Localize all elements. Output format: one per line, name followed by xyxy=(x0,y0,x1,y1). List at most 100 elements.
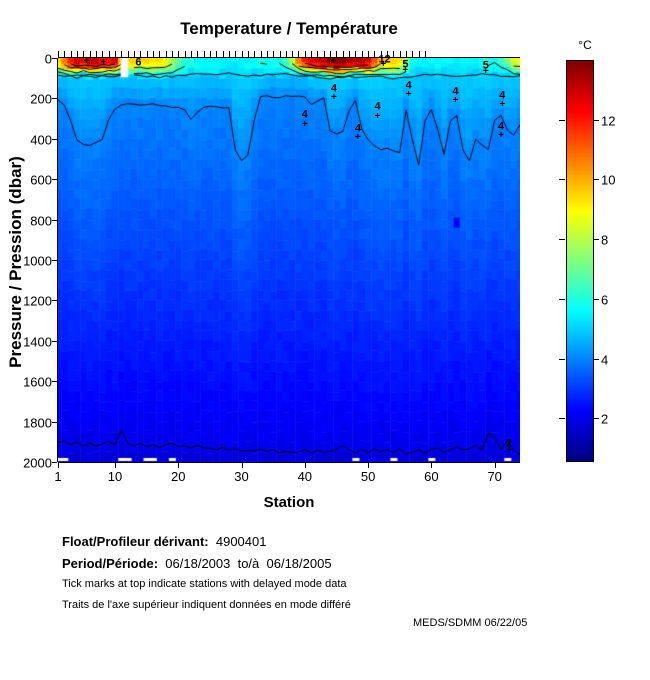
delayed-mode-tick xyxy=(64,51,66,57)
delayed-mode-tick xyxy=(273,51,275,57)
delayed-mode-tick xyxy=(165,51,167,57)
x-axis-tick xyxy=(58,463,59,468)
contour-anchor-plus: + xyxy=(374,110,381,122)
credit-stamp: MEDS/SDMM 06/22/05 xyxy=(413,617,528,629)
top-axis-line xyxy=(58,57,520,58)
y-axis-tick xyxy=(52,462,57,463)
y-axis-tick xyxy=(52,98,57,100)
colorbar-tick-label: 2 xyxy=(601,411,609,427)
contour-label-6: 6 xyxy=(135,56,142,69)
colorbar-tick-left xyxy=(559,358,565,360)
delayed-mode-tick xyxy=(108,51,110,57)
contour-anchor-plus: + xyxy=(330,55,337,67)
period-line: Period/Période: 06/18/2003 to/à 06/18/20… xyxy=(62,556,332,571)
contour-label-4: 4 xyxy=(452,85,459,98)
delayed-mode-tick xyxy=(159,51,161,57)
y-axis-line xyxy=(57,58,58,462)
delayed-mode-tick xyxy=(216,51,218,57)
delayed-mode-tick xyxy=(89,51,91,57)
y-axis-tick xyxy=(52,58,57,59)
contour-anchor-plus: + xyxy=(301,118,308,130)
delayed-mode-tick xyxy=(374,51,376,57)
y-axis-tick xyxy=(52,340,57,342)
delayed-mode-tick xyxy=(247,51,249,57)
chart-title: Temperature / Température xyxy=(180,19,398,38)
contour-label-4: 4 xyxy=(499,89,506,102)
delayed-mode-tick xyxy=(70,51,72,57)
y-axis-tick-label: 2000 xyxy=(23,455,52,471)
delayed-mode-tick xyxy=(146,51,148,57)
delayed-mode-tick xyxy=(298,51,300,57)
delayed-mode-tick xyxy=(336,51,338,57)
y-axis-tick-label: 400 xyxy=(30,132,52,148)
contour-anchor-plus: + xyxy=(331,92,337,104)
contour-label-4: 4 xyxy=(330,82,337,95)
y-axis-tick xyxy=(52,219,57,221)
x-axis-tick xyxy=(114,463,116,468)
delayed-mode-tick xyxy=(58,51,59,57)
note-french: Traits de l'axe supérieur indiquent donn… xyxy=(62,599,351,611)
y-axis-tick-label: 0 xyxy=(44,51,52,67)
colorbar-tick-label: 8 xyxy=(601,232,609,248)
delayed-mode-tick xyxy=(387,51,389,57)
period-value: 06/18/2003 to/à 06/18/2005 xyxy=(158,556,332,571)
contour-label-2: 2 xyxy=(506,437,513,450)
note-english: Tick marks at top indicate stations with… xyxy=(62,578,347,590)
colorbar-tick-left xyxy=(559,418,565,420)
delayed-mode-tick xyxy=(152,51,154,57)
colorbar-tick-right xyxy=(593,418,599,420)
heatmap-canvas xyxy=(58,58,520,462)
x-axis-tick xyxy=(368,463,370,468)
delayed-mode-tick xyxy=(254,51,256,57)
delayed-mode-tick xyxy=(330,51,332,57)
x-axis-tick xyxy=(431,463,433,468)
delayed-mode-tick xyxy=(311,51,313,57)
delayed-mode-tick xyxy=(241,51,243,57)
delayed-mode-tick xyxy=(260,51,262,57)
contour-anchor-plus: + xyxy=(506,444,513,456)
colorbar-tick-label: 12 xyxy=(601,113,616,129)
colorbar-tick-left xyxy=(559,239,565,241)
colorbar-tick-left xyxy=(559,119,565,121)
delayed-mode-tick xyxy=(235,51,237,57)
y-axis-tick-label: 800 xyxy=(30,213,52,229)
delayed-mode-tick xyxy=(121,51,123,57)
colorbar-tick-left xyxy=(559,179,565,181)
colorbar-tick-label: 4 xyxy=(601,352,609,367)
colorbar-tick-left xyxy=(559,298,565,300)
float-id-line: Float/Profileur dérivant: 4900401 xyxy=(62,534,266,549)
delayed-mode-tick xyxy=(266,51,268,57)
delayed-mode-tick xyxy=(190,51,192,57)
colorbar-tick-right xyxy=(593,298,599,300)
delayed-mode-tick xyxy=(317,51,319,57)
contour-anchor-plus: + xyxy=(405,89,412,101)
contour-anchor-plus: + xyxy=(482,66,489,78)
delayed-mode-tick xyxy=(355,51,357,57)
y-axis-tick-label: 1000 xyxy=(23,253,52,269)
delayed-mode-tick xyxy=(222,51,224,57)
delayed-mode-tick xyxy=(304,51,306,57)
x-axis-tick-label: 10 xyxy=(107,469,123,484)
float-id-value: 4900401 xyxy=(208,534,267,549)
y-axis-tick-label: 1600 xyxy=(23,374,52,390)
delayed-mode-tick xyxy=(342,51,344,57)
float-id-label: Float/Profileur dérivant: xyxy=(62,534,209,549)
contour-anchor-plus: + xyxy=(402,65,409,77)
colorbar-tick-right xyxy=(593,239,599,241)
y-axis-tick xyxy=(52,260,57,261)
contour-anchor-plus: + xyxy=(83,56,90,68)
y-axis-tick-label: 200 xyxy=(30,91,52,107)
colorbar-tick-right xyxy=(593,179,599,181)
contour-label-4: 4 xyxy=(301,108,308,121)
contour-anchor-plus: + xyxy=(100,57,107,69)
delayed-mode-tick xyxy=(95,51,97,57)
delayed-mode-tick xyxy=(76,51,78,57)
delayed-mode-tick xyxy=(285,51,287,57)
delayed-mode-tick xyxy=(140,51,142,57)
contour-anchor-plus: + xyxy=(452,95,459,107)
delayed-mode-tick xyxy=(209,51,211,57)
delayed-mode-tick xyxy=(399,51,401,57)
delayed-mode-tick xyxy=(349,51,351,57)
x-axis-tick-label: 1 xyxy=(54,469,62,484)
y-axis-tick-label: 1800 xyxy=(23,415,52,431)
